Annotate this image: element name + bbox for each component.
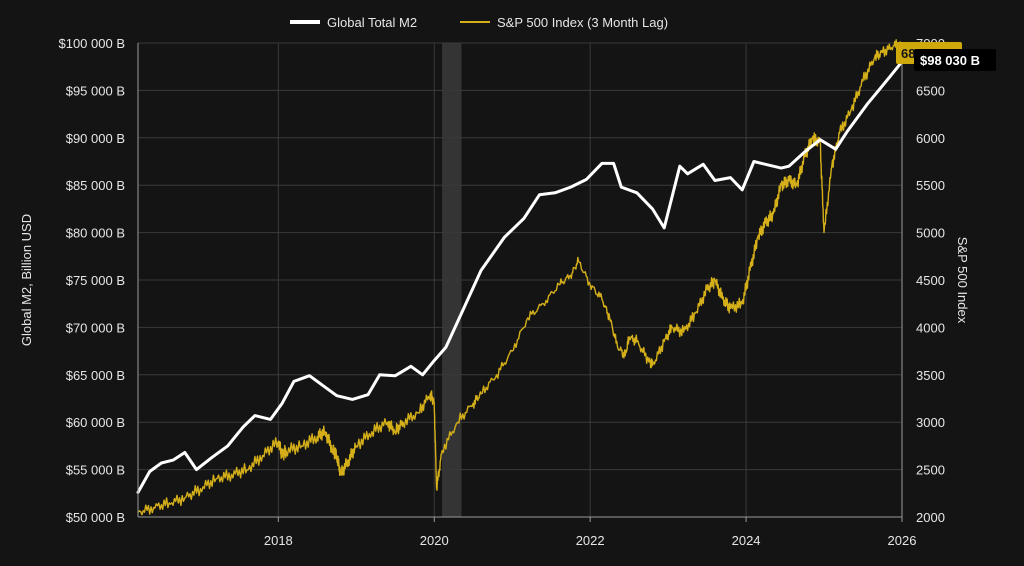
m2-end-label-bg [914, 49, 996, 71]
left-axis-title: Global M2, Billion USD [19, 214, 34, 346]
right-tick-label: 2500 [916, 463, 945, 478]
left-tick-label: $70 000 B [66, 320, 125, 335]
series-line-global-m2 [136, 60, 904, 494]
ticks: $50 000 B $55 000 B $60 000 B $65 000 B $70 … [58, 36, 944, 548]
legend-label-sp500: S&P 500 Index (3 Month Lag) [497, 15, 668, 30]
axes [137, 43, 903, 518]
x-tick-label: 2026 [888, 533, 917, 548]
series-group [136, 39, 904, 516]
left-tick-label: $80 000 B [66, 226, 125, 241]
legend: Global Total M2 S&P 500 Index (3 Month L… [290, 15, 668, 30]
recession-shade [442, 43, 462, 517]
left-tick-label: $85 000 B [66, 178, 125, 193]
left-tick-label: $50 000 B [66, 510, 125, 525]
right-tick-label: 4500 [916, 273, 945, 288]
right-tick-label: 6000 [916, 131, 945, 146]
x-tick-label: 2020 [420, 533, 449, 548]
right-tick-label: 4000 [916, 320, 945, 335]
legend-label-m2: Global Total M2 [327, 15, 417, 30]
left-tick-label: $55 000 B [66, 463, 125, 478]
left-tick-label: $100 000 B [58, 36, 125, 51]
x-tick-label: 2024 [732, 533, 761, 548]
right-axis-title: S&P 500 Index [955, 237, 970, 324]
x-tick-label: 2022 [576, 533, 605, 548]
series-line-sp500 [137, 39, 903, 516]
left-tick-label: $60 000 B [66, 415, 125, 430]
end-labels: 6875.63 $98 030 B [896, 42, 996, 71]
right-tick-label: 2000 [916, 510, 945, 525]
left-tick-label: $65 000 B [66, 368, 125, 383]
x-tick-label: 2018 [264, 533, 293, 548]
right-tick-label: 5500 [916, 178, 945, 193]
grid [138, 42, 902, 517]
right-tick-label: 5000 [916, 226, 945, 241]
left-tick-label: $75 000 B [66, 273, 125, 288]
right-tick-label: 3000 [916, 415, 945, 430]
m2-end-label: $98 030 B [920, 53, 980, 68]
right-tick-label: 6500 [916, 83, 945, 98]
left-tick-label: $90 000 B [66, 131, 125, 146]
right-tick-label: 3500 [916, 368, 945, 383]
left-tick-label: $95 000 B [66, 83, 125, 98]
